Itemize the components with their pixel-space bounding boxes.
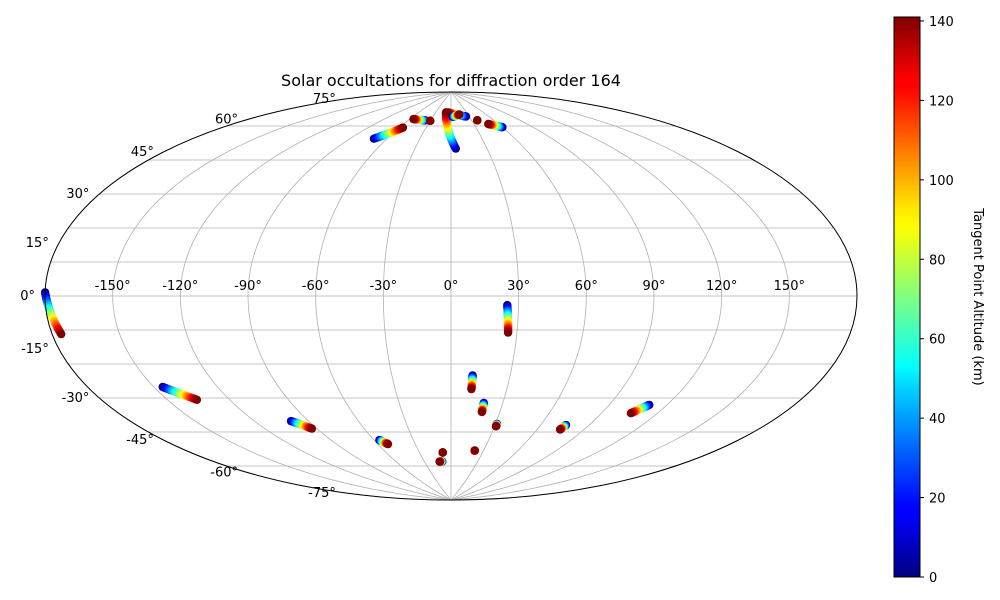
- longitude-tick-label: 90°: [642, 279, 665, 294]
- longitude-tick-label: 120°: [706, 279, 737, 294]
- occultation-track: [477, 398, 488, 417]
- colorbar-tick-label: 60: [929, 333, 946, 348]
- occultation-track: [555, 420, 571, 434]
- colorbar-tick-label: 80: [929, 253, 946, 268]
- occultation-track: [491, 419, 502, 431]
- data-point: [484, 119, 493, 129]
- colorbar-tick-label: 20: [929, 492, 946, 507]
- data-point: [455, 110, 464, 119]
- latitude-tick-label: 60°: [215, 112, 238, 127]
- data-point: [477, 407, 487, 417]
- colorbar-tick-label: 100: [929, 174, 954, 189]
- longitude-tick-labels: -150° -120° -90° -60° -30° 0° 30° 60° 90° 120° 150…: [95, 279, 805, 294]
- data-point: [426, 116, 435, 126]
- longitude-tick-label: 0°: [444, 279, 459, 294]
- data-point: [307, 424, 317, 433]
- data-point: [503, 328, 513, 337]
- occultation-track: [375, 435, 393, 449]
- data-point: [555, 425, 565, 434]
- data-point: [467, 384, 476, 394]
- occultation-track: [503, 300, 513, 337]
- longitude-tick-label: -120°: [162, 279, 198, 294]
- occultation-track: [467, 371, 477, 394]
- colorbar-label: Tangent Point Altitude (km): [970, 207, 985, 385]
- occultation-track: [435, 457, 447, 466]
- data-point: [435, 457, 444, 466]
- data-point: [626, 409, 636, 418]
- latitude-tick-label: 0°: [20, 289, 35, 304]
- occultation-track: [286, 416, 317, 433]
- data-point: [473, 116, 482, 125]
- occultation-track: [473, 116, 482, 125]
- longitude-tick-label: 60°: [575, 279, 598, 294]
- data-points: [40, 108, 654, 466]
- map-boundary: [44, 91, 858, 501]
- occultation-track: [484, 119, 507, 132]
- latitude-tick-label: 45°: [131, 145, 154, 160]
- longitude-tick-label: -60°: [302, 279, 330, 294]
- data-point: [192, 395, 202, 404]
- occultation-track: [626, 400, 654, 418]
- occultation-track: [426, 116, 435, 126]
- latitude-tick-label: 15°: [26, 236, 49, 251]
- map-gridlines: [45, 92, 857, 500]
- occultation-track: [448, 110, 464, 122]
- colorbar-tick-label: 0: [929, 571, 937, 586]
- chart-title: Solar occultations for diffraction order…: [281, 71, 621, 90]
- longitude-tick-label: 150°: [774, 279, 805, 294]
- occultation-track: [369, 123, 408, 143]
- data-point: [491, 422, 501, 431]
- longitude-tick-label: -90°: [234, 279, 262, 294]
- longitude-tick-label: -150°: [95, 279, 131, 294]
- latitude-tick-label: -45°: [126, 433, 154, 448]
- longitude-tick-label: 30°: [507, 279, 530, 294]
- data-point: [398, 123, 408, 132]
- longitude-tick-label: -30°: [369, 279, 397, 294]
- occultation-track: [470, 446, 479, 455]
- latitude-tick-label: -15°: [21, 342, 49, 357]
- latitude-tick-label: -30°: [62, 391, 90, 406]
- data-point: [383, 439, 393, 449]
- latitude-tick-label: 30°: [66, 187, 89, 202]
- latitude-tick-label: -75°: [308, 486, 336, 501]
- colorbar-ticks: 0 20 40 60 80 100 120 140: [920, 15, 954, 586]
- latitude-tick-labels: 75° 60° 45° 30° 15° 0° -15° -30° -45° -60° -75°: [20, 92, 336, 501]
- colorbar-tick-label: 120: [929, 94, 954, 109]
- colorbar-tick-label: 140: [929, 15, 954, 30]
- data-point: [438, 448, 447, 457]
- occultation-track: [409, 114, 430, 125]
- occultation-track: [438, 448, 447, 457]
- colorbar: [893, 16, 921, 578]
- data-point: [57, 329, 66, 339]
- latitude-tick-label: 75°: [313, 92, 336, 107]
- colorbar-tick-label: 40: [929, 412, 946, 427]
- data-point: [470, 446, 479, 455]
- latitude-tick-label: -60°: [210, 466, 238, 481]
- occultation-track: [158, 382, 202, 404]
- data-point: [409, 114, 418, 124]
- occultation-track: [40, 288, 66, 339]
